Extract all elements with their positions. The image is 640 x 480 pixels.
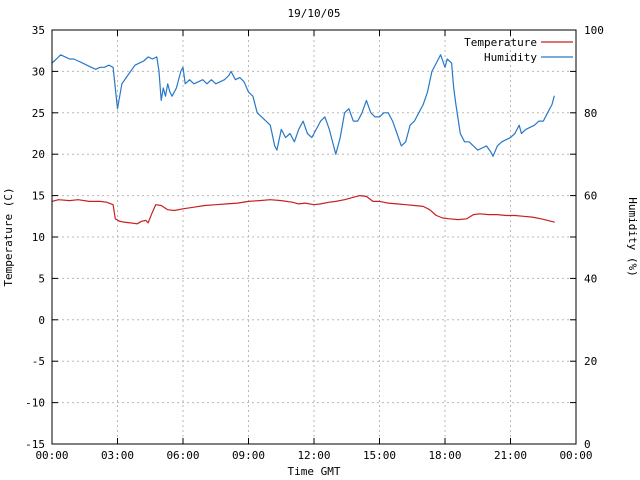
y-right-tick-label: 100 [584, 24, 604, 37]
x-tick-label: 03:00 [101, 449, 134, 462]
x-tick-label: 21:00 [494, 449, 527, 462]
y-left-tick-label: -10 [25, 397, 45, 410]
y-left-tick-label: 20 [32, 148, 45, 161]
x-tick-label: 12:00 [297, 449, 330, 462]
legend: Temperature Humidity [464, 36, 573, 64]
y-right-tick-label: 40 [584, 272, 597, 285]
x-tick-label: 15:00 [363, 449, 396, 462]
x-axis-label: Time GMT [288, 465, 341, 478]
y-left-tick-label: -5 [32, 355, 45, 368]
chart-title: 19/10/05 [288, 7, 341, 20]
grid-lines [52, 30, 576, 444]
legend-label-humidity: Humidity [484, 51, 537, 64]
y-left-tick-label: 35 [32, 24, 45, 37]
right-axis-label: Humidity (%) [626, 197, 639, 276]
y-left-tick-label: 25 [32, 107, 45, 120]
x-tick-label: 06:00 [166, 449, 199, 462]
y-left-tick-label: 5 [38, 272, 45, 285]
y-right-tick-label: 80 [584, 107, 597, 120]
y-left-tick-label: 30 [32, 65, 45, 78]
y-right-tick-label: 20 [584, 355, 597, 368]
x-tick-label: 09:00 [232, 449, 265, 462]
y-right-tick-label: 60 [584, 190, 597, 203]
y-right-tick-label: 0 [584, 438, 591, 451]
plot-border [51, 29, 577, 445]
y-left-tick-label: -15 [25, 438, 45, 451]
x-tick-label: 00:00 [35, 449, 68, 462]
y-left-tick-label: 15 [32, 190, 45, 203]
tick-labels: 00:00 03:00 06:00 09:00 12:00 15:00 18:00 21:00… [25, 24, 604, 462]
series-line-humidity [51, 54, 555, 157]
legend-label-temperature: Temperature [464, 36, 537, 49]
y-left-tick-label: 0 [38, 314, 45, 327]
x-tick-label: 18:00 [428, 449, 461, 462]
x-tick-label: 00:00 [559, 449, 592, 462]
series-line-temperature [51, 195, 555, 225]
left-axis-label: Temperature (C) [2, 187, 15, 286]
series-lines [51, 54, 555, 225]
y-left-tick-label: 10 [32, 231, 45, 244]
